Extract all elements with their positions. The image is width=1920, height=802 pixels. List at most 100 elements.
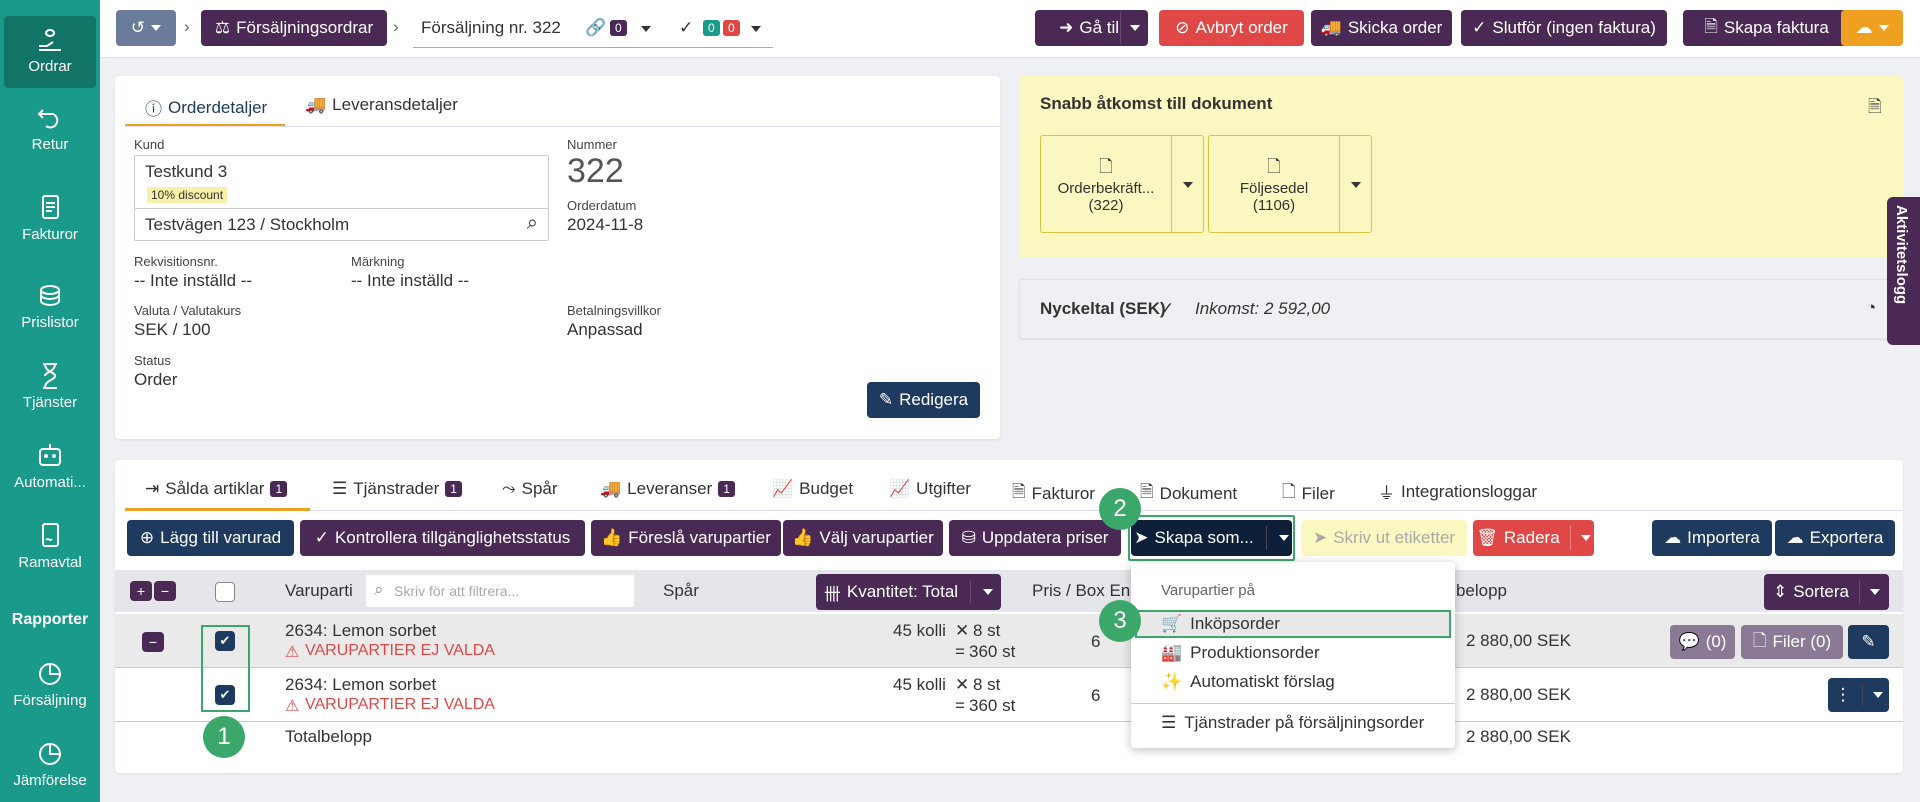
suggest-batches-button[interactable]: 👍 Föreslå varupartier [591,520,781,556]
check-icon: ✔ [219,633,231,648]
create-invoice-button[interactable]: 🗎 Skapa faktura [1683,10,1850,46]
import-button[interactable]: ☁ Importera [1652,520,1772,556]
sidebar-item-jamforelse[interactable]: Jämförelse [0,740,100,789]
search-icon[interactable]: ⌕ [526,212,538,234]
delete-button[interactable]: 🗑 Radera [1473,520,1594,556]
history-button[interactable]: ↺ [116,10,176,46]
check-availability-button[interactable]: ✓ Kontrollera tillgänglighetsstatus [300,520,585,556]
create-as-menu: Varupartier på 🛒 Inköpsorder 🏭 Produktions… [1131,562,1455,748]
link-icon[interactable]: 🔗 [585,18,607,37]
chevron-down-icon[interactable] [641,26,651,32]
tab-dokument[interactable]: 🗎 Dokument [1140,479,1237,508]
goto-dropdown[interactable] [1120,10,1148,46]
hand-coins-icon: ⚖ [214,18,231,37]
chevron-down-icon[interactable] [1351,182,1361,188]
tab-label: Spår [521,479,558,498]
menu-item-inkopsorder[interactable]: 🛒 Inköpsorder [1161,614,1280,634]
chart-line-icon: 📈 [889,479,911,498]
row-per-box: 8 st [973,621,1001,640]
select-all-checkbox[interactable] [215,582,235,602]
chevron-down-icon[interactable] [751,26,761,32]
cloud-dropdown-button[interactable]: ☁ [1841,10,1903,46]
return-icon [37,109,59,129]
tab-filer[interactable]: 🗋 Filer [1282,479,1335,508]
tab-spar[interactable]: ⤳ Spår [502,479,558,499]
menu-item-highlight [1135,610,1451,638]
kund-label: Kund [134,137,165,152]
send-order-button[interactable]: 🚚 Skicka order [1311,10,1452,46]
address-field[interactable]: Testvägen 123 / Stockholm ⌕ [134,208,549,241]
row-checkbox[interactable]: ✔ [215,685,235,705]
tab-salda-artiklar[interactable]: ⇥ Sålda artiklar 1 [145,479,288,499]
sidebar-item-tjanster[interactable]: Tjänster [0,362,100,411]
export-button[interactable]: ☁ Exportera [1775,520,1895,556]
sort-button[interactable]: ⇕ Sortera [1764,574,1889,610]
tab-label: Integrationsloggar [1401,481,1538,501]
row-price: 6 [1091,686,1101,705]
cart-icon: 🛒 [1161,614,1183,633]
document-icon[interactable]: 🗎 [1868,97,1882,116]
tab-leveranser[interactable]: 🚚 Leveranser 1 [600,479,735,499]
tab-integrationsloggar[interactable]: ⏚ Integrationsloggar [1378,479,1537,504]
row-edit-button[interactable]: ✎ [1848,625,1889,659]
update-prices-button[interactable]: ⛁ Uppdatera priser [949,520,1121,556]
sidebar-item-retur[interactable]: Retur [0,104,100,153]
tab-utgifter[interactable]: 📈 Utgifter [889,479,971,499]
tab-orderdetaljer[interactable]: ⓘ Orderdetaljer [145,95,267,120]
highlight-box-checkboxes [201,625,250,712]
sidebar-item-forsaljning[interactable]: Försäljning [0,660,100,709]
create-as-button[interactable]: ➤ Skapa som... [1131,520,1292,556]
row-total-st: 360 st [969,696,1016,715]
finish-button[interactable]: ✓ Slutför (ingen faktura) [1461,10,1667,46]
invoice-icon: 🗎 [1704,16,1718,36]
menu-item-tjanstrader[interactable]: ☰ Tjänstrader på försäljningsorder [1161,713,1424,733]
table-row[interactable] [115,614,1903,668]
menu-item-automatiskt-forslag[interactable]: ✨ Automatiskt förslag [1161,672,1335,692]
tab-leveransdetaljer[interactable]: 🚚 Leveransdetaljer [305,95,458,115]
chevron-down-icon[interactable] [1183,182,1193,188]
sidebar-item-ramavtal[interactable]: Ramavtal [0,522,100,571]
quick-docs-title: Snabb åtkomst till dokument [1040,94,1273,113]
tab-tjanstrader[interactable]: ☰ Tjänstrader 1 [332,479,462,499]
edit-label: Redigera [899,390,969,409]
status-label: Status [134,353,171,368]
action-label: Uppdatera priser [981,528,1109,547]
tab-fakturor[interactable]: 🗎 Fakturor [1012,479,1095,508]
sidebar-item-prislistor[interactable]: Prislistor [0,282,100,331]
sidebar-label: Tjänster [22,394,78,411]
sidebar-item-ordrar[interactable]: Ordrar [4,16,96,88]
filter-input[interactable]: ⌕ Skriv för att filtrera... [366,575,634,607]
files-button[interactable]: 🗋 Filer (0) [1741,625,1843,659]
menu-header: Varupartier på [1161,582,1255,599]
row-checkbox[interactable]: ✔ [215,631,235,651]
doc-foljesedel[interactable]: 🗋 Följesedel (1106) [1208,135,1372,233]
tab-budget[interactable]: 📈 Budget [772,479,853,499]
doc-orderbekraftelse[interactable]: 🗋 Orderbekräft... (322) [1040,135,1204,233]
comments-button[interactable]: 💬 (0) [1670,625,1735,659]
collapse-row-button[interactable]: − [142,632,164,652]
quantity-total-button[interactable]: 卌 Kvantitet: Total [816,574,1001,610]
table-row[interactable] [115,669,1903,722]
edit-button[interactable]: ✎ Redigera [867,382,980,418]
cancel-order-button[interactable]: ⊘ Avbryt order [1159,10,1304,46]
cancel-label: Avbryt order [1195,18,1288,37]
sidebar-item-fakturor[interactable]: Fakturor [0,194,100,243]
add-row-button[interactable]: ⊕ Lägg till varurad [127,520,294,556]
choose-batches-button[interactable]: 👍 Välj varupartier [783,520,943,556]
print-labels-button[interactable]: ➤ Skriv ut etiketter [1301,520,1467,556]
chevron-right-icon: › [184,17,190,36]
tab-badge: 1 [445,481,462,497]
gauge-icon[interactable]: ◔ [1866,298,1877,317]
status-value: Order [134,370,178,389]
row-more-button[interactable]: ⋮ [1828,678,1889,712]
menu-item-produktionsorder[interactable]: 🏭 Produktionsorder [1161,643,1320,663]
activity-log-tab[interactable]: Aktivitetslogg [1887,197,1920,345]
collapse-all-button[interactable]: − [154,581,176,601]
action-label: Radera [1503,528,1560,547]
expand-all-button[interactable]: + [130,581,152,601]
customer-field[interactable]: Testkund 3 10% discount [134,155,549,209]
nummer-label: Nummer [567,137,617,152]
breadcrumb-sales-orders[interactable]: ⚖ Försäljningsordrar [201,10,387,46]
sidebar-item-automation[interactable]: Automati... [0,442,100,491]
kpi-panel[interactable]: Nyckeltal (SEK) ✓ Inkomst: 2 592,00 ◔ [1019,279,1903,339]
